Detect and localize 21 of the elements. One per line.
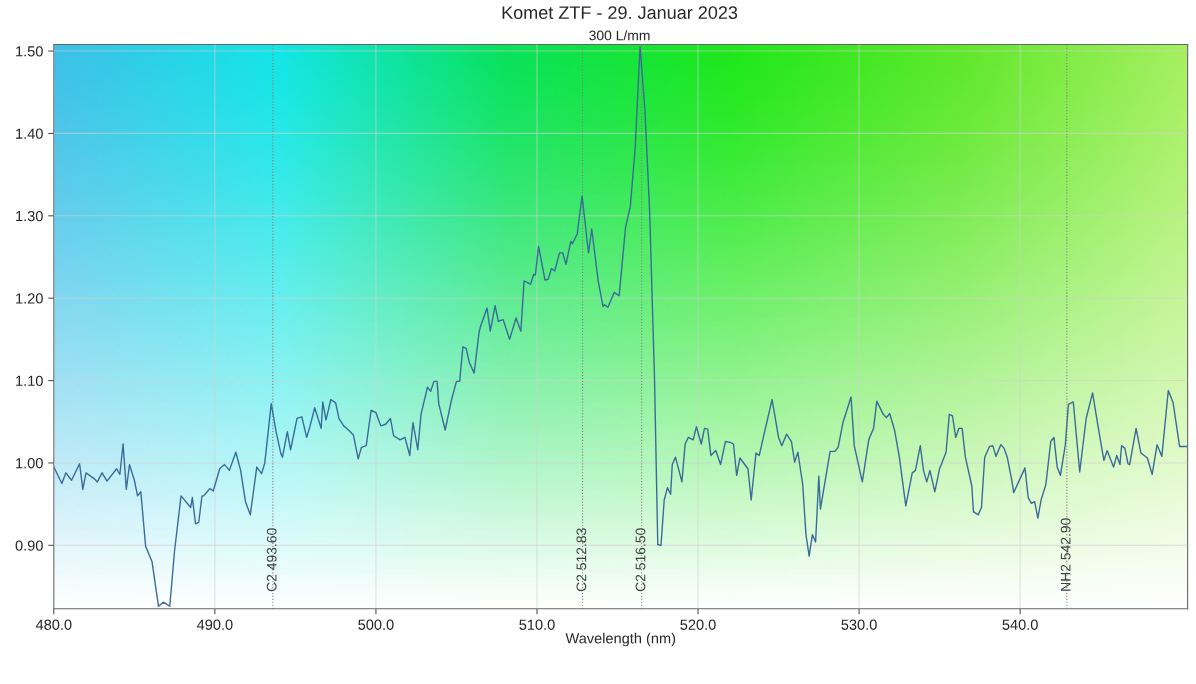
y-tick-label: 1.50 (16, 46, 43, 57)
ref-line-label: C2 516.50 (635, 528, 646, 592)
ref-line-label: C2 512.83 (576, 528, 587, 592)
x-tick-label: 540.0 (1002, 619, 1038, 630)
y-tick-label: 0.90 (15, 540, 43, 551)
y-tick-label: 1.40 (16, 128, 43, 139)
ref-line-label: NH2 542.90 (1060, 518, 1071, 591)
x-tick-label: 490.0 (196, 619, 233, 630)
y-tick-label: 1.00 (16, 458, 43, 469)
x-tick-label: 480.0 (35, 619, 72, 630)
x-tick-label: 530.0 (841, 619, 877, 630)
chart-title: Komet ZTF - 29. Januar 2023 (502, 6, 738, 19)
x-tick-label: 500.0 (358, 619, 394, 630)
y-tick-label: 1.20 (16, 293, 43, 304)
x-tick-label: 510.0 (519, 619, 555, 630)
y-tick-label: 1.10 (16, 375, 43, 386)
chart-subtitle: 300 L/mm (589, 30, 650, 41)
x-tick-label: 520.0 (680, 619, 716, 630)
y-tick-label: 1.30 (16, 210, 43, 222)
ref-line-label: C2 493.60 (266, 528, 277, 592)
x-axis-title: Wavelength (nm) (565, 632, 676, 647)
